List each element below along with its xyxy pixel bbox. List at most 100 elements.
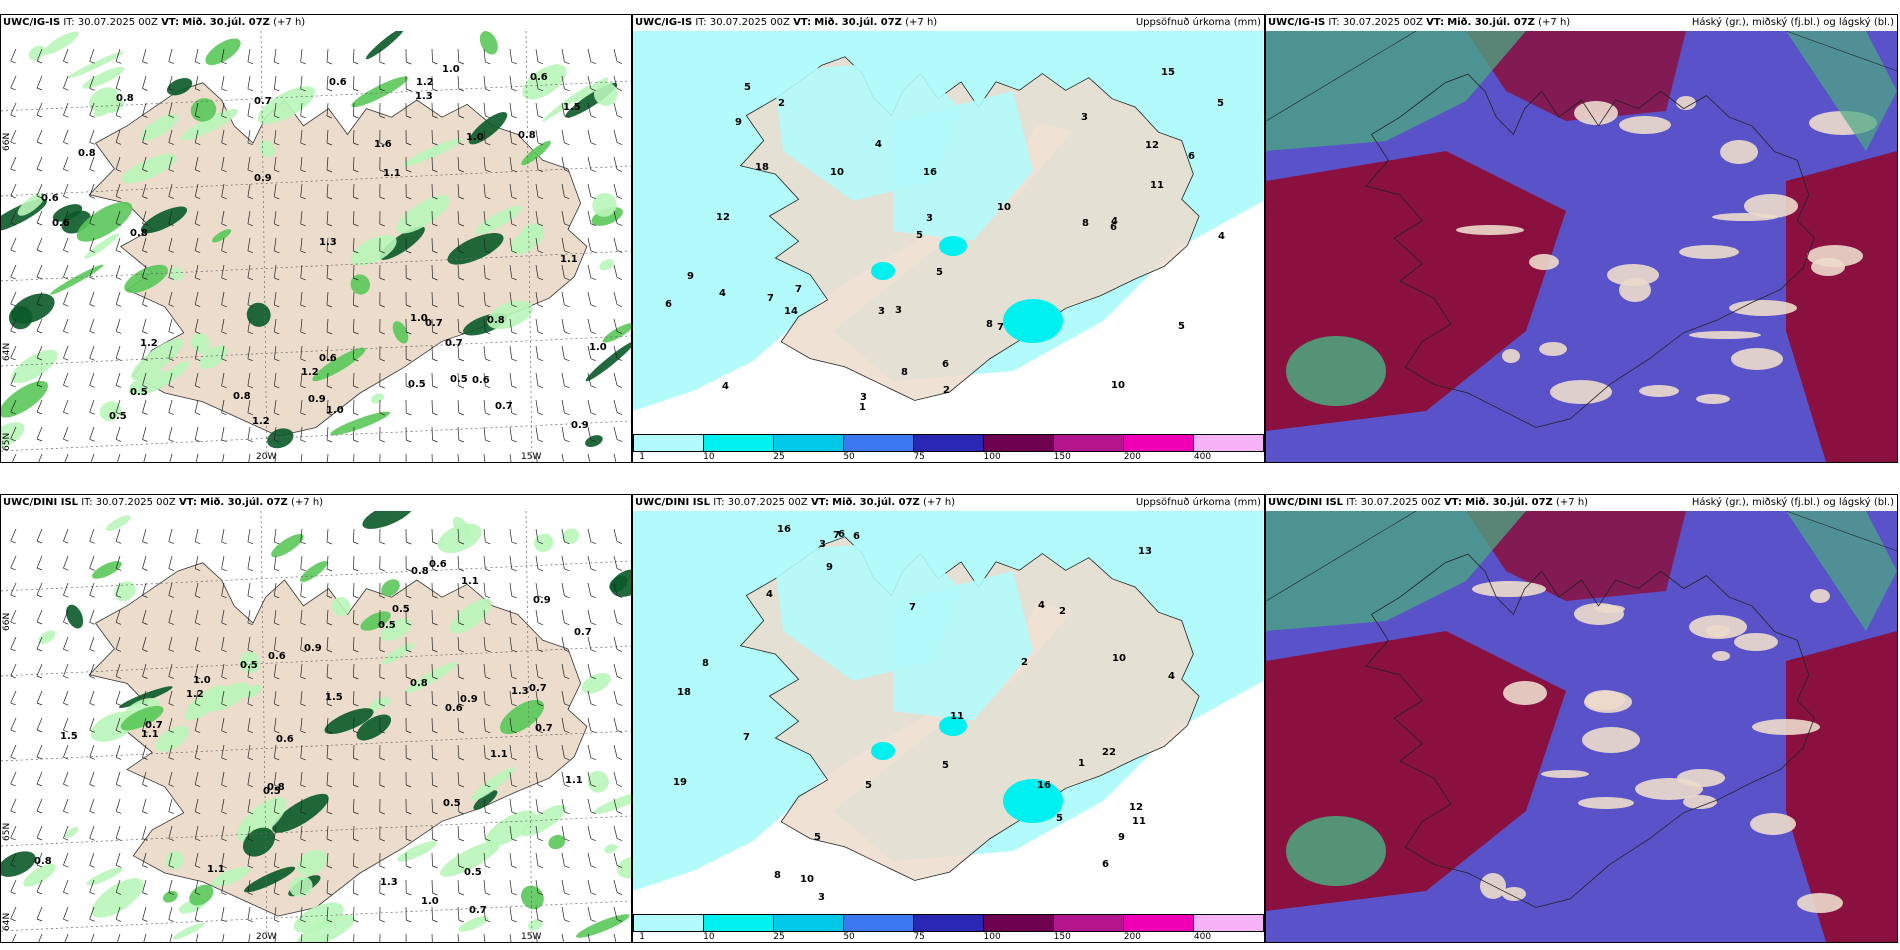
clear-sky-area: [1619, 116, 1671, 134]
wind-barb-flag: [458, 169, 465, 173]
wind-barb-flag: [458, 385, 465, 389]
wind-barb-flag: [63, 141, 69, 145]
wind-barb-flag: [142, 142, 148, 145]
wind-barb-flag: [221, 142, 227, 146]
wind-barb-flag: [537, 88, 544, 92]
wind-barb-flag: [485, 622, 491, 626]
wind-barb: [221, 798, 225, 812]
wind-barb: [10, 879, 17, 893]
wind-barb: [509, 771, 513, 785]
precip-blob: [396, 195, 450, 234]
precip-blob: [593, 82, 618, 106]
vt-label: VT:: [1443, 497, 1462, 508]
wind-barb-flag: [590, 169, 596, 173]
wind-barb-flag: [195, 61, 201, 65]
wind-barb: [12, 453, 17, 462]
precip-value-label: 0.8: [518, 130, 536, 141]
wind-barb: [115, 879, 121, 893]
wind-barb: [273, 906, 277, 920]
wind-barb: [535, 237, 539, 251]
wind-barb: [63, 129, 69, 143]
wind-barb: [535, 906, 539, 920]
wind-barb: [509, 264, 513, 278]
wind-barb: [63, 636, 69, 650]
wind-barb: [431, 48, 433, 63]
wind-barb: [509, 453, 512, 462]
wind-barb: [115, 129, 121, 143]
wind-barb: [273, 210, 277, 224]
wind-barb: [326, 609, 329, 624]
wind-barb-flag: [36, 891, 43, 895]
wind-barb-flag: [564, 439, 570, 443]
precip-value-label: 1.3: [511, 686, 529, 697]
wind-barb: [353, 399, 355, 414]
wind-barb: [431, 264, 433, 279]
wind-barb: [457, 825, 460, 840]
precip-blob: [592, 193, 617, 217]
wind-barb: [587, 75, 592, 89]
wind-barb-flag: [10, 60, 16, 64]
precip-blob: [1, 851, 36, 877]
wind-barb-flag: [511, 61, 517, 65]
wind-barb: [168, 129, 173, 143]
wind-barb: [36, 345, 43, 359]
wind-barb-flag: [89, 276, 95, 280]
longitude-label: 15W: [521, 452, 541, 462]
wind-barb: [273, 825, 277, 839]
wind-barb-flag: [10, 114, 16, 118]
precip-blob: [205, 38, 241, 66]
wind-barb: [142, 582, 147, 596]
wind-barb: [115, 399, 121, 413]
wind-barb: [273, 129, 277, 143]
wind-barb-flag: [353, 385, 359, 389]
wind-barb-flag: [590, 541, 596, 545]
precip-blob: [604, 844, 618, 854]
wind-barb: [143, 933, 147, 942]
wind-barb: [194, 75, 199, 89]
wind-barb: [457, 264, 460, 279]
lead-time: (+7 h): [1538, 17, 1571, 28]
wind-barb-flag: [63, 222, 69, 226]
wind-barb-flag: [89, 222, 95, 226]
wind-barb-flag: [115, 61, 122, 64]
wind-barb: [561, 318, 565, 332]
wind-barb: [10, 744, 17, 758]
wind-barb: [273, 663, 277, 677]
wind-barb-flag: [274, 61, 280, 65]
wind-barb: [221, 237, 225, 251]
wind-barb-flag: [300, 196, 306, 200]
wind-barb: [222, 453, 225, 462]
wind-barb-flag: [89, 891, 95, 895]
wind-barb: [221, 426, 225, 440]
wind-barb-flag: [511, 892, 517, 896]
wind-barb: [457, 690, 460, 705]
wind-barb: [431, 183, 433, 198]
wind-barb: [353, 879, 355, 894]
wind-barb: [483, 744, 486, 758]
wind-barb-flag: [485, 331, 491, 335]
wind-barb-flag: [274, 88, 280, 92]
wind-barb-flag: [590, 838, 596, 842]
precip-area-heavy: [939, 236, 967, 256]
precip-value-label: 4: [766, 589, 773, 600]
wind-barb: [63, 102, 69, 116]
wind-barb-flag: [142, 304, 148, 307]
wind-barb-flag: [353, 568, 359, 572]
wind-barb-flag: [247, 439, 254, 443]
wind-barb-flag: [10, 168, 16, 172]
wind-barb-flag: [537, 838, 544, 842]
precip-blob: [581, 672, 611, 694]
latitude-gridline: [1, 815, 631, 847]
wind-barb: [10, 102, 17, 116]
wind-barb-flag: [10, 648, 16, 652]
wind-barb: [89, 264, 95, 278]
precip-blob: [533, 533, 554, 552]
wind-barb: [142, 237, 147, 251]
map-boundary-line: [1785, 31, 1897, 72]
precip-value-label: 0.6: [276, 734, 294, 745]
wind-barb: [168, 636, 173, 650]
wind-barb: [168, 609, 173, 623]
wind-barb-flag: [379, 358, 385, 362]
precip-value-label: 0.5: [109, 411, 127, 422]
wind-barb-flag: [326, 703, 333, 707]
